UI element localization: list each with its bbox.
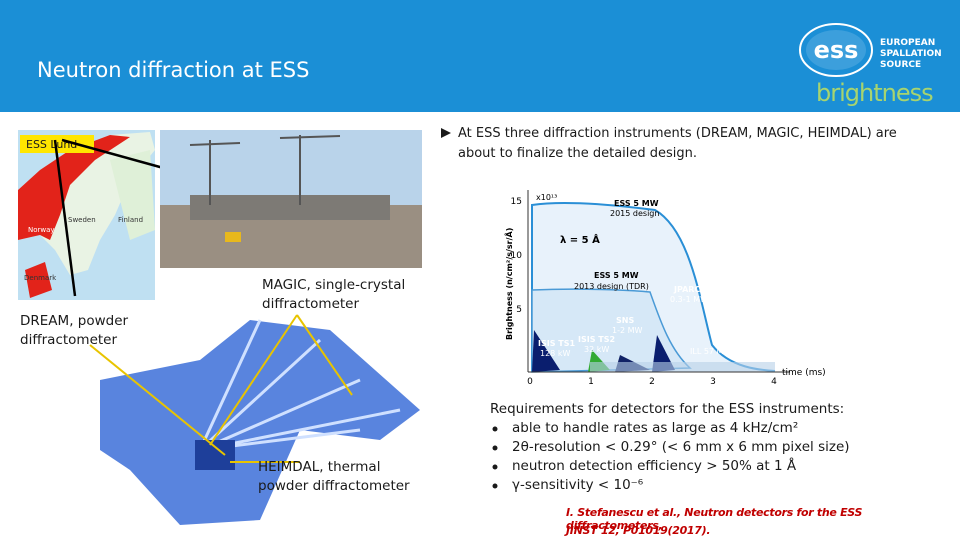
photo-vehicle	[225, 232, 241, 242]
requirement-text: γ-sensitivity < 10⁻⁶	[512, 477, 644, 493]
instrument-label: MAGIC, single-crystal diffractometer	[262, 277, 406, 312]
brightness-figure: 15 10 5 0 1 2 3 4 time (ms) x10¹³ Bright…	[504, 190, 826, 387]
requirement-item: 2θ-resolution < 0.29° (< 6 mm x 6 mm pix…	[490, 438, 940, 457]
guide-lines	[198, 319, 401, 452]
logo: ess EUROPEAN SPALLATION SOURCE brightnes…	[799, 23, 942, 107]
curve-label: 2013 design (TDR)	[574, 282, 649, 291]
bullet	[492, 483, 498, 489]
y-tick-label: 10	[511, 251, 523, 261]
curve-label: 32 kW	[584, 345, 609, 354]
pointer-line	[209, 314, 298, 446]
intro-text: At ESS three diffraction instruments (DR…	[458, 126, 897, 161]
arrow-bullet	[441, 128, 451, 138]
bullet-dot	[492, 483, 498, 489]
requirement-text: 2θ-resolution < 0.29° (< 6 mm x 6 mm pix…	[512, 439, 850, 455]
bullet-dot	[492, 464, 498, 470]
y-tick-label: 5	[516, 305, 522, 315]
x-tick-label: 3	[710, 377, 716, 387]
pointer-line	[53, 139, 77, 297]
x-axis-label: time (ms)	[782, 368, 826, 378]
curve-label: 2015 design	[610, 209, 659, 218]
curve-label: 128 kW	[540, 349, 570, 358]
curve-label: ISIS TS1	[538, 339, 575, 348]
curve-label: ILL 57 MW	[690, 347, 731, 356]
pointer-line	[89, 344, 226, 456]
curve-label: ISIS TS2	[578, 335, 615, 344]
curve-label: JPARC	[673, 285, 700, 294]
bullet	[492, 445, 498, 451]
instrument-label: HEIMDAL, thermal powder diffractometer	[258, 459, 410, 494]
curve-label: 0.3-1 MW	[670, 295, 708, 304]
logo-ring	[799, 23, 873, 77]
curve-label: SNS	[616, 316, 634, 325]
logo-line: SPALLATION	[880, 49, 942, 59]
instrument-drawing	[89, 314, 420, 525]
requirement-item: neutron detection efficiency > 50% at 1 …	[490, 457, 940, 476]
x-tick-label: 2	[649, 377, 655, 387]
photo-crane	[279, 135, 341, 139]
slide-title: Neutron diffraction at ESS	[37, 58, 310, 82]
curve-isis-ts1	[532, 330, 560, 372]
requirements: Requirements for detectors for the ESS i…	[490, 400, 940, 495]
photo-building	[190, 195, 390, 220]
y-tick-label: 15	[511, 197, 522, 207]
requirement-item: γ-sensitivity < 10⁻⁶	[490, 476, 940, 495]
curve-label: 1-2 MW	[612, 326, 643, 335]
reference: JINST 12, P01019(2017).	[566, 524, 711, 537]
curve-ill	[590, 362, 775, 372]
map-label: ESS Lund	[26, 138, 77, 151]
logo-mark: ess	[814, 36, 859, 64]
country-label: Norway	[28, 226, 55, 234]
bullet	[492, 464, 498, 470]
map-norway	[18, 135, 130, 240]
country-label: Finland	[118, 216, 143, 224]
requirement-text: able to handle rates as large as 4 kHz/c…	[512, 420, 799, 436]
requirements-heading: Requirements for detectors for the ESS i…	[490, 401, 845, 417]
curve-label: ESS 5 MW	[614, 199, 659, 208]
site-photo	[160, 130, 422, 268]
requirement-text: neutron detection efficiency > 50% at 1 …	[512, 458, 797, 474]
country-label: Sweden	[68, 216, 96, 224]
logo-disc	[806, 30, 866, 70]
bullet-dot	[492, 426, 498, 432]
pointer-line	[296, 314, 353, 396]
x-tick-label: 1	[588, 377, 594, 387]
logo-brand: brightness	[816, 79, 933, 107]
map-finland	[110, 150, 155, 240]
requirement-item: able to handle rates as large as 4 kHz/c…	[490, 419, 940, 438]
x-tick-label: 4	[771, 377, 777, 387]
curve-2013	[531, 288, 692, 373]
map: ESS Lund Sweden Finland Norway Denmark	[18, 130, 179, 300]
curve-label: ESS 5 MW	[594, 271, 639, 280]
bullet	[492, 426, 498, 432]
pointer-line	[61, 138, 179, 174]
x-tick-label: 0	[527, 377, 533, 387]
map-denmark	[25, 262, 52, 298]
exponent: x10¹³	[536, 193, 557, 202]
map-label-box	[20, 135, 94, 153]
y-axis-label: Brightness (n/cm²/s/sr/Å)	[504, 228, 514, 340]
wavelength: λ = 5 Å	[560, 233, 600, 246]
sample-area	[195, 440, 235, 470]
instrument-label: DREAM, powder diffractometer	[20, 313, 129, 348]
logo-line: SOURCE	[880, 60, 921, 70]
photo-crane	[189, 142, 241, 146]
logo-line: EUROPEAN	[880, 38, 935, 48]
country-label: Denmark	[24, 274, 57, 282]
reference: I. Stefanescu et al., Neutron detectors …	[566, 506, 863, 532]
bullet-dot	[492, 445, 498, 451]
